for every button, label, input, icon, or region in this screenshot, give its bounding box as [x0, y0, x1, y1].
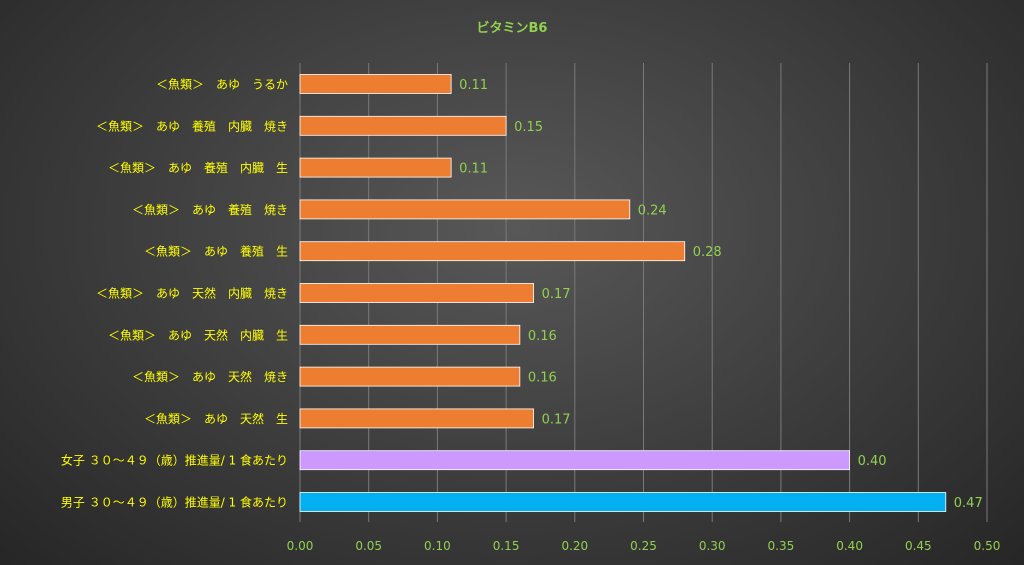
data-label: 0.40: [858, 454, 887, 469]
category-label: ＜魚類＞ あゆ 天然 焼き: [132, 369, 288, 384]
x-tick-label: 0.10: [424, 539, 451, 553]
x-tick-label: 0.05: [355, 539, 382, 553]
x-tick-label: 0.35: [768, 539, 795, 553]
data-label: 0.47: [954, 496, 983, 511]
bar: [299, 241, 686, 262]
data-label: 0.11: [459, 162, 488, 177]
gridlines: [299, 63, 988, 522]
data-label: 0.17: [542, 412, 571, 427]
x-tick-label: 0.20: [561, 539, 588, 553]
data-label: 0.11: [459, 78, 488, 93]
x-tick-label: 0.50: [974, 539, 1001, 553]
chart-title: ビタミンB6: [477, 20, 548, 36]
x-tick-label: 0.45: [905, 539, 932, 553]
data-label: 0.15: [514, 120, 543, 135]
bar: [299, 74, 452, 94]
data-label: 0.16: [528, 329, 557, 344]
bars: [299, 74, 947, 512]
category-label: ＜魚類＞ あゆ 養殖 内臓 生: [108, 160, 288, 175]
bar: [299, 450, 850, 471]
data-label: 0.16: [528, 371, 557, 386]
data-label: 0.17: [542, 287, 571, 302]
category-label: ＜魚類＞ あゆ 天然 内臓 焼き: [96, 286, 288, 301]
category-label: ＜魚類＞ あゆ 養殖 焼き: [132, 202, 288, 217]
bar: [299, 283, 534, 303]
x-axis-tick-labels: 0.00 0.05 0.10 0.15 0.20 0.25 0.30 0.35 0.40 0.45…: [287, 539, 1001, 553]
category-label: ＜魚類＞ あゆ うるか: [156, 78, 288, 92]
category-label: 女子 ３０～４９（歳）推進量/ 1 食あたり: [61, 453, 288, 468]
x-tick-label: 0.40: [836, 539, 863, 553]
category-label: 男子 ３０～４９（歳）推進量/ 1 食あたり: [61, 495, 288, 510]
x-tick-label: 0.30: [699, 539, 726, 553]
x-tick-label: 0.25: [630, 539, 657, 553]
x-tick-label: 0.15: [493, 539, 520, 553]
bar: [299, 408, 534, 429]
data-label: 0.28: [693, 245, 722, 260]
bar: [299, 492, 947, 512]
bar: [299, 199, 631, 220]
category-labels: ＜魚類＞ あゆ うるか ＜魚類＞ あゆ 養殖 内臓 焼き ＜魚類＞ あゆ 養殖 内臓…: [61, 78, 288, 510]
bar: [299, 324, 521, 345]
category-label: ＜魚類＞ あゆ 天然 内臓 生: [108, 327, 288, 342]
x-tick-label: 0.00: [287, 539, 314, 553]
category-label: ＜魚類＞ あゆ 天然 生: [144, 411, 288, 426]
value-labels: 0.11 0.15 0.11 0.24 0.28 0.17 0.16 0.16 0.17 0.40…: [459, 78, 983, 511]
bar: [299, 157, 452, 178]
category-label: ＜魚類＞ あゆ 養殖 内臓 焼き: [96, 118, 288, 133]
bar: [299, 366, 521, 387]
data-label: 0.24: [638, 203, 667, 218]
category-label: ＜魚類＞ あゆ 養殖 生: [144, 244, 288, 259]
bar: [299, 115, 507, 136]
